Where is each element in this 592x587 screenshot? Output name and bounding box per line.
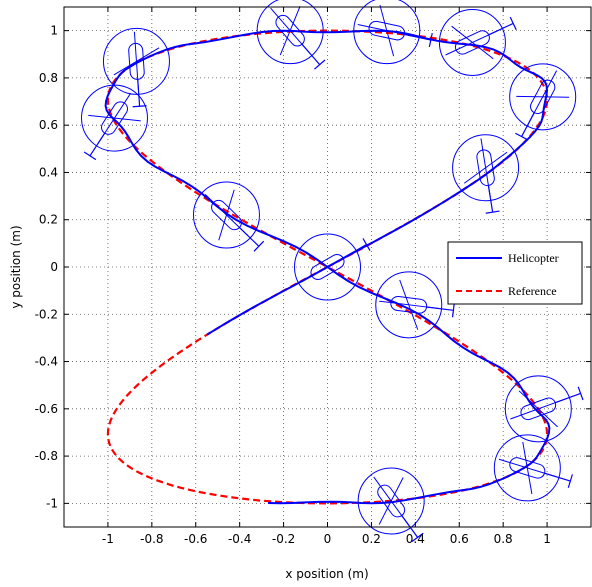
tail-rotor <box>411 532 424 543</box>
rotor-disc <box>438 8 506 76</box>
rotor-blade <box>399 279 419 330</box>
legend-helicopter-label: Helicopter <box>508 251 559 265</box>
helicopter-icon <box>294 233 371 301</box>
tail-boom <box>342 243 367 259</box>
tail-rotor <box>577 386 584 401</box>
tail-rotor <box>83 151 97 161</box>
x-axis-label: x position (m) <box>285 567 368 581</box>
tail-boom <box>301 43 321 65</box>
rotor-blade <box>218 189 235 241</box>
helicopter-icon <box>353 0 433 65</box>
rotor-disc <box>102 27 170 95</box>
y-tick-label: 1 <box>50 24 58 38</box>
x-tick-label: 0.4 <box>406 532 425 546</box>
x-tick-label: 0.8 <box>494 532 513 546</box>
legend-reference-label: Reference <box>508 284 557 298</box>
rotor-blade <box>522 441 533 494</box>
y-tick-label: 0 <box>50 260 58 274</box>
y-tick-label: -1 <box>46 496 58 510</box>
y-tick-label: -0.4 <box>35 355 58 369</box>
y-tick-label: -0.2 <box>35 307 58 321</box>
tail-rotor <box>428 33 433 47</box>
x-tick-label: 0.2 <box>362 532 381 546</box>
tail-rotor <box>567 474 573 488</box>
x-tick-label: -0.2 <box>272 532 295 546</box>
tail-rotor <box>509 16 517 31</box>
y-tick-label: 0.8 <box>39 71 58 85</box>
tail-boom <box>89 132 106 157</box>
rotor-blade <box>451 25 494 60</box>
rotor-disc <box>493 434 561 502</box>
tail-boom <box>555 392 581 404</box>
fuselage <box>390 295 428 314</box>
x-tick-label: -0.4 <box>228 532 251 546</box>
tail-boom <box>239 227 260 247</box>
rotor-blade <box>518 390 558 428</box>
tail-boom <box>544 472 571 482</box>
rotor-blade <box>113 47 160 76</box>
helicopter-icon <box>81 84 149 161</box>
rotor-disc <box>192 181 260 249</box>
rotor-disc <box>294 233 361 301</box>
rotor-disc <box>353 0 421 65</box>
tail-boom <box>488 22 514 36</box>
tail-boom <box>521 112 535 137</box>
y-tick-label: -0.6 <box>35 402 58 416</box>
tail-boom <box>426 306 454 311</box>
ticks: -1 -0.8 -0.6 -0.4 -0.2 0 0.2 0.4 0.6 0.8 1 -1 -0.8 -0… <box>35 7 591 546</box>
rotor-disc <box>357 467 425 535</box>
legend-box <box>447 241 583 305</box>
rotor-blade <box>279 5 301 56</box>
tail-rotor <box>253 240 265 252</box>
legend: Helicopter Reference <box>447 241 583 305</box>
tail-rotor <box>314 59 326 70</box>
tail-rotor <box>451 303 455 318</box>
rotor-blade <box>516 95 570 98</box>
y-tick-label: 0.2 <box>39 213 58 227</box>
tail-rotor <box>515 132 529 141</box>
rotor-blade <box>305 252 350 282</box>
helicopter-series-line <box>206 266 328 336</box>
x-tick-label: 1 <box>543 532 551 546</box>
x-tick-label: -1 <box>102 532 114 546</box>
rotor-disc <box>452 134 520 202</box>
helicopter-icon <box>452 134 520 214</box>
tail-boom <box>137 79 141 107</box>
helicopter-icon <box>504 375 584 443</box>
rotor-disc <box>81 84 149 152</box>
helicopter-icon <box>493 434 573 502</box>
helicopter-icon <box>375 271 455 339</box>
tail-boom <box>487 185 494 213</box>
rotor-disc <box>256 0 324 65</box>
tail-rotor <box>132 105 147 108</box>
helicopter-icon <box>192 181 265 252</box>
tail-rotor <box>485 210 500 214</box>
rotor-disc <box>375 271 443 339</box>
tail-rotor <box>362 238 371 251</box>
y-tick-label: 0.4 <box>39 165 58 179</box>
rotor-blade <box>378 477 404 525</box>
x-tick-label: -0.8 <box>140 532 163 546</box>
y-axis-label: y position (m) <box>9 225 23 308</box>
helicopter-icon <box>256 0 326 70</box>
x-tick-label: -0.6 <box>184 532 207 546</box>
tail-boom <box>401 515 419 538</box>
rotor-disc <box>509 63 577 131</box>
x-tick-label: 0.6 <box>450 532 469 546</box>
helicopter-icons <box>81 0 584 543</box>
rotor-blade <box>463 151 508 184</box>
helicopter-icon <box>102 27 170 108</box>
tail-boom <box>404 33 431 41</box>
rotor-blade <box>379 5 395 57</box>
rotor-blade <box>88 114 141 122</box>
y-tick-label: -0.8 <box>35 449 58 463</box>
rotor-disc <box>504 375 572 443</box>
helicopter-icon <box>438 8 517 76</box>
y-tick-label: 0.6 <box>39 118 58 132</box>
helicopter-icon <box>509 63 577 141</box>
helicopter-icon <box>357 467 425 543</box>
x-tick-label: 0 <box>324 532 332 546</box>
